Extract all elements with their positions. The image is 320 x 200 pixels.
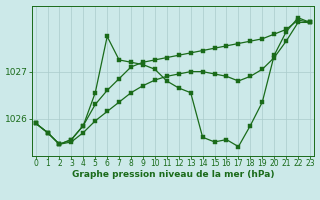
X-axis label: Graphe pression niveau de la mer (hPa): Graphe pression niveau de la mer (hPa) <box>72 170 274 179</box>
